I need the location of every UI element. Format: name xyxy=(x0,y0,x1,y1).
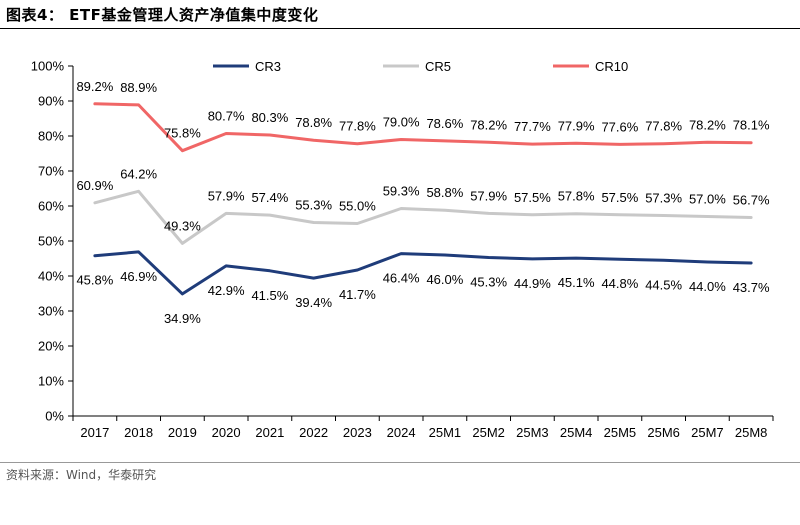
y-tick-label: 60% xyxy=(38,199,64,214)
data-label-cr10: 88.9% xyxy=(120,80,157,95)
data-label-cr10: 77.8% xyxy=(645,119,682,134)
data-label-cr3: 45.3% xyxy=(470,274,507,289)
data-label-cr10: 78.2% xyxy=(689,117,726,132)
data-label-cr3: 44.5% xyxy=(645,277,682,292)
data-label-cr5: 57.8% xyxy=(558,189,595,204)
data-label-cr10: 89.2% xyxy=(76,79,113,94)
data-label-cr5: 55.3% xyxy=(295,197,332,212)
x-tick-label: 25M5 xyxy=(604,425,637,440)
data-label-cr10: 77.8% xyxy=(339,119,376,134)
y-tick-label: 80% xyxy=(38,129,64,144)
data-label-cr5: 57.5% xyxy=(601,190,638,205)
series-line-cr3 xyxy=(93,250,753,296)
data-label-cr3: 43.7% xyxy=(733,280,770,295)
legend-label-cr5: CR5 xyxy=(425,59,451,74)
line-chart: 0% 10% 20% 30% 40% 50% 60% 70% 80% 90% 100% 2017 201… xyxy=(31,59,774,440)
data-label-cr5: 59.3% xyxy=(383,183,420,198)
x-tick-label: 2024 xyxy=(387,425,416,440)
data-label-cr5: 57.9% xyxy=(470,188,507,203)
x-tick-label: 25M4 xyxy=(560,425,593,440)
x-tick-label: 25M3 xyxy=(516,425,549,440)
source-note: 资料来源：Wind，华泰研究 xyxy=(6,468,157,482)
y-tick-label: 40% xyxy=(38,269,64,284)
x-tick-label: 25M7 xyxy=(691,425,724,440)
x-tick-label: 25M8 xyxy=(735,425,768,440)
y-tick-label: 70% xyxy=(38,164,64,179)
y-tick-label: 50% xyxy=(38,234,64,249)
title-rule xyxy=(0,28,800,29)
x-tick-label: 2021 xyxy=(255,425,284,440)
data-label-cr3: 41.7% xyxy=(339,287,376,302)
axes: 0% 10% 20% 30% 40% 50% 60% 70% 80% 90% 100% 2017 201… xyxy=(31,59,774,440)
data-label-cr10: 78.6% xyxy=(426,116,463,131)
data-label-cr10: 77.7% xyxy=(514,119,551,134)
data-label-cr5: 49.3% xyxy=(164,218,201,233)
x-tick-label: 25M2 xyxy=(472,425,505,440)
y-tick-label: 90% xyxy=(38,94,64,109)
data-label-cr5: 57.3% xyxy=(645,190,682,205)
y-tick-label: 20% xyxy=(38,339,64,354)
data-label-cr3: 41.5% xyxy=(251,288,288,303)
data-label-cr3: 46.0% xyxy=(426,272,463,287)
data-label-cr5: 64.2% xyxy=(120,166,157,181)
legend-label-cr3: CR3 xyxy=(255,59,281,74)
data-label-cr10: 77.6% xyxy=(601,119,638,134)
legend: CR3 CR5 CR10 xyxy=(213,59,628,74)
data-label-cr5: 56.7% xyxy=(733,193,770,208)
data-label-cr10: 80.7% xyxy=(208,109,245,124)
data-label-cr10: 78.2% xyxy=(470,117,507,132)
legend-label-cr10: CR10 xyxy=(595,59,628,74)
data-labels: 45.8% 46.9% 34.9% 42.9% 41.5% 39.4% 41.7% 46.4%… xyxy=(76,79,770,326)
data-label-cr5: 57.4% xyxy=(251,190,288,205)
figure-title: 图表4： ETF基金管理人资产净值集中度变化 xyxy=(6,6,319,24)
data-label-cr5: 57.0% xyxy=(689,192,726,207)
x-tick-label: 2020 xyxy=(212,425,241,440)
x-tick-label: 2022 xyxy=(299,425,328,440)
x-tick-label: 25M1 xyxy=(429,425,462,440)
data-label-cr10: 77.9% xyxy=(558,118,595,133)
x-tick-label: 2018 xyxy=(124,425,153,440)
y-tick-label: 30% xyxy=(38,304,64,319)
x-tick-label: 2017 xyxy=(80,425,109,440)
y-tick-label: 100% xyxy=(31,59,65,74)
data-label-cr3: 39.4% xyxy=(295,295,332,310)
data-label-cr5: 55.0% xyxy=(339,199,376,214)
source-rule xyxy=(0,462,800,463)
data-label-cr3: 44.8% xyxy=(601,276,638,291)
data-label-cr5: 58.8% xyxy=(426,185,463,200)
data-label-cr10: 80.3% xyxy=(251,110,288,125)
series-group xyxy=(93,102,753,296)
x-tick-label: 2019 xyxy=(168,425,197,440)
x-tick-label: 2023 xyxy=(343,425,372,440)
data-label-cr3: 34.9% xyxy=(164,311,201,326)
data-label-cr10: 78.8% xyxy=(295,115,332,130)
x-tick-label: 25M6 xyxy=(647,425,680,440)
data-label-cr5: 57.5% xyxy=(514,190,551,205)
series-line-cr10 xyxy=(93,102,753,153)
data-label-cr10: 78.1% xyxy=(733,118,770,133)
data-label-cr10: 75.8% xyxy=(164,126,201,141)
y-tick-label: 0% xyxy=(45,409,64,424)
data-label-cr3: 42.9% xyxy=(208,283,245,298)
data-label-cr3: 46.9% xyxy=(120,269,157,284)
data-label-cr3: 45.8% xyxy=(76,273,113,288)
data-label-cr5: 57.9% xyxy=(208,188,245,203)
data-label-cr3: 44.9% xyxy=(514,276,551,291)
y-tick-label: 10% xyxy=(38,374,64,389)
data-label-cr3: 46.4% xyxy=(383,271,420,286)
data-label-cr5: 60.9% xyxy=(76,178,113,193)
data-label-cr3: 44.0% xyxy=(689,279,726,294)
series-line-cr5 xyxy=(93,189,753,245)
data-label-cr10: 79.0% xyxy=(383,115,420,130)
data-label-cr3: 45.1% xyxy=(558,275,595,290)
